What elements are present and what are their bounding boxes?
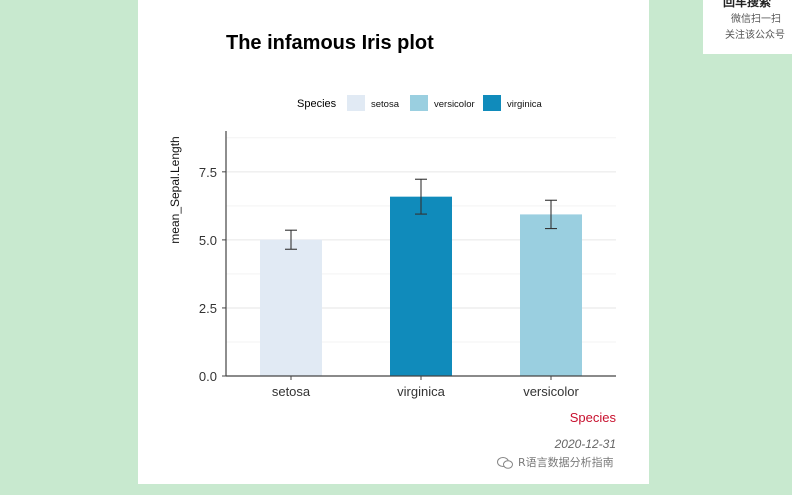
watermark: R语言数据分析指南 bbox=[497, 454, 614, 470]
y-tick-label: 2.5 bbox=[199, 301, 217, 316]
chart-caption: 2020-12-31 bbox=[554, 437, 616, 451]
x-tick-label: virginica bbox=[397, 384, 445, 399]
bar-setosa bbox=[260, 239, 322, 376]
watermark-text: R语言数据分析指南 bbox=[518, 456, 614, 469]
bar-virginica bbox=[390, 196, 452, 376]
x-tick-label: versicolor bbox=[523, 384, 579, 399]
x-axis-label: Species bbox=[570, 410, 617, 425]
legend-label-versicolor: versicolor bbox=[434, 99, 475, 110]
legend-swatch-setosa bbox=[347, 95, 365, 111]
chart-svg: The infamous Iris plot Species setosa ver… bbox=[168, 32, 617, 451]
legend: Species setosa versicolor virginica bbox=[297, 95, 543, 111]
plot-panel: The infamous Iris plot Species setosa ver… bbox=[138, 0, 649, 484]
chart-title: The infamous Iris plot bbox=[226, 32, 434, 54]
legend-swatch-virginica bbox=[483, 95, 501, 111]
qr-card: 回车搜索 微信扫一扫 关注该公众号 bbox=[703, 0, 792, 54]
y-tick-label: 7.5 bbox=[199, 165, 217, 180]
y-tick-label: 0.0 bbox=[199, 369, 217, 384]
legend-label-setosa: setosa bbox=[371, 99, 400, 110]
legend-title: Species bbox=[297, 98, 337, 110]
bar-versicolor bbox=[520, 214, 582, 376]
x-tick-label: setosa bbox=[272, 384, 311, 399]
error-bar-versicolor bbox=[545, 199, 557, 230]
qr-card-line2: 关注该公众号 bbox=[725, 30, 785, 41]
qr-card-top: 回车搜索 bbox=[723, 0, 772, 9]
y-tick-label: 5.0 bbox=[199, 233, 217, 248]
wechat-icon bbox=[497, 457, 513, 469]
error-bar-virginica bbox=[415, 178, 427, 215]
legend-label-virginica: virginica bbox=[507, 99, 543, 110]
y-axis-label: mean_Sepal.Length bbox=[168, 136, 182, 243]
error-bar-setosa bbox=[285, 229, 297, 250]
qr-card-line1: 微信扫一扫 bbox=[731, 14, 781, 25]
legend-swatch-versicolor bbox=[410, 95, 428, 111]
